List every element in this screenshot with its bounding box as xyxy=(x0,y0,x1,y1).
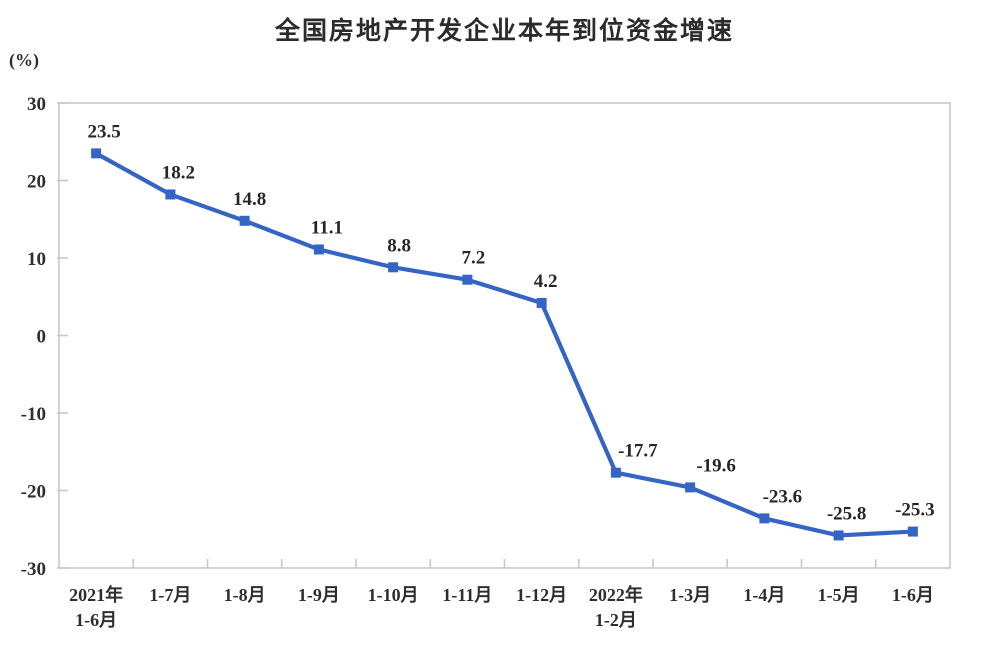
data-point-label: 14.8 xyxy=(233,189,266,210)
data-point-marker xyxy=(91,148,102,159)
y-axis-tick-label: 30 xyxy=(27,94,46,115)
data-point-marker xyxy=(165,189,176,200)
data-point-label: -25.8 xyxy=(827,503,867,524)
y-axis-tick-label: -20 xyxy=(21,482,46,503)
x-axis-label: 1-11月 xyxy=(442,585,492,605)
data-point-marker xyxy=(685,482,696,493)
data-point-marker xyxy=(313,244,324,255)
data-point-label: -25.3 xyxy=(895,500,935,521)
data-point-marker xyxy=(610,467,621,478)
y-axis-unit-label: (%) xyxy=(9,50,39,70)
x-axis-label: 1-7月 xyxy=(149,585,191,605)
data-point-label: 7.2 xyxy=(462,248,486,269)
x-axis-label: 2021年 1-6月 xyxy=(69,584,123,630)
data-point-label: 8.8 xyxy=(387,235,411,256)
data-point-marker xyxy=(833,530,844,541)
data-point-marker xyxy=(907,526,918,537)
chart-title: 全国房地产开发企业本年到位资金增速 xyxy=(274,18,734,45)
y-axis-tick-label: -10 xyxy=(21,404,46,425)
data-point-label: -19.6 xyxy=(696,455,736,476)
data-point-marker xyxy=(759,513,770,524)
x-axis-label: 1-5月 xyxy=(818,585,860,605)
data-point-label: 4.2 xyxy=(534,271,558,292)
x-axis-label: 1-10月 xyxy=(368,585,419,605)
data-point-label: 11.1 xyxy=(311,217,343,238)
x-axis-label: 1-12月 xyxy=(516,585,567,605)
data-point-marker xyxy=(462,274,473,285)
x-axis-label: 2022年 1-2月 xyxy=(589,584,643,630)
data-point-marker xyxy=(388,262,399,273)
data-point-label: 18.2 xyxy=(162,162,195,183)
x-axis-label: 1-4月 xyxy=(743,585,785,605)
y-axis-tick-label: -30 xyxy=(21,559,46,580)
data-point-marker xyxy=(239,215,250,226)
data-point-label: -23.6 xyxy=(763,486,803,507)
data-point-label: 23.5 xyxy=(88,121,121,142)
y-axis-tick-label: 0 xyxy=(37,327,47,348)
x-axis-label: 1-3月 xyxy=(669,585,711,605)
y-axis-tick-label: 20 xyxy=(27,172,46,193)
x-axis-label: 1-9月 xyxy=(298,585,340,605)
data-line xyxy=(95,151,913,538)
x-axis-label: 1-6月 xyxy=(892,585,934,605)
x-axis-label: 1-8月 xyxy=(224,585,266,605)
data-point-marker xyxy=(536,297,547,308)
y-axis-tick-label: 10 xyxy=(27,249,46,270)
data-point-label: -17.7 xyxy=(618,441,658,462)
